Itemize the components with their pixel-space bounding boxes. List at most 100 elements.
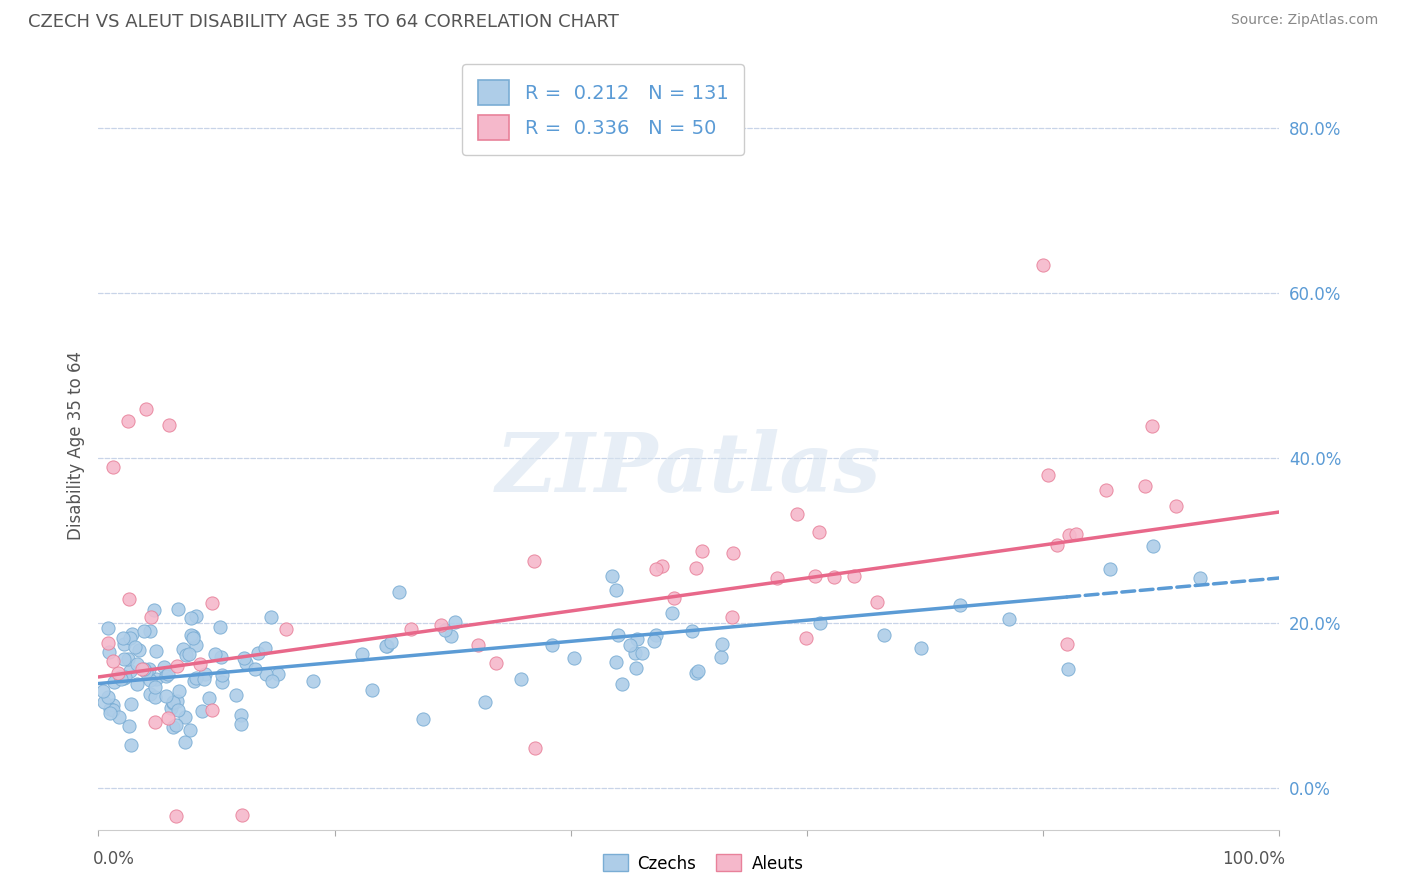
Point	[541, 638, 564, 652]
Point	[562, 650, 585, 665]
Point	[124, 640, 146, 654]
Point	[197, 690, 219, 705]
Point	[93, 695, 115, 709]
Point	[108, 670, 131, 684]
Point	[686, 664, 709, 678]
Point	[766, 571, 789, 585]
Point	[626, 632, 648, 646]
Point	[174, 735, 197, 749]
Point	[97, 635, 120, 649]
Point	[162, 720, 184, 734]
Point	[612, 677, 634, 691]
Point	[160, 701, 183, 715]
Point	[302, 673, 325, 688]
Point	[157, 418, 180, 433]
Point	[254, 640, 277, 655]
Point	[235, 656, 257, 670]
Point	[375, 640, 398, 654]
Point	[125, 676, 148, 690]
Point	[117, 414, 139, 428]
Point	[1095, 483, 1118, 497]
Point	[824, 570, 846, 584]
Point	[211, 668, 233, 682]
Point	[467, 638, 489, 652]
Point	[121, 627, 143, 641]
Point	[910, 640, 932, 655]
Point	[117, 652, 139, 666]
Point	[98, 706, 121, 720]
Point	[510, 672, 533, 686]
Point	[1142, 418, 1164, 433]
Point	[98, 645, 121, 659]
Point	[246, 646, 269, 660]
Point	[179, 723, 201, 738]
Point	[786, 508, 808, 522]
Point	[721, 546, 744, 560]
Point	[132, 662, 155, 676]
Point	[131, 662, 153, 676]
Point	[120, 664, 142, 678]
Point	[112, 652, 135, 666]
Point	[412, 712, 434, 726]
Point	[184, 672, 207, 686]
Point	[433, 623, 456, 637]
Point	[174, 648, 197, 663]
Text: Source: ZipAtlas.com: Source: ZipAtlas.com	[1230, 13, 1378, 28]
Point	[631, 646, 654, 660]
Point	[162, 696, 184, 710]
Point	[201, 596, 224, 610]
Point	[180, 611, 202, 625]
Point	[243, 662, 266, 676]
Point	[229, 707, 252, 722]
Point	[808, 615, 831, 630]
Point	[254, 666, 277, 681]
Point	[352, 647, 374, 661]
Point	[172, 642, 194, 657]
Text: 0.0%: 0.0%	[93, 850, 135, 868]
Point	[1032, 258, 1054, 272]
Point	[125, 657, 148, 672]
Point	[200, 703, 222, 717]
Point	[485, 656, 508, 670]
Point	[143, 680, 166, 694]
Point	[181, 629, 204, 643]
Point	[162, 695, 184, 709]
Point	[710, 650, 733, 665]
Point	[108, 710, 131, 724]
Point	[166, 659, 188, 673]
Point	[103, 698, 125, 712]
Point	[399, 623, 422, 637]
Point	[1142, 540, 1164, 554]
Point	[619, 638, 641, 652]
Point	[1056, 637, 1078, 651]
Point	[523, 741, 546, 756]
Point	[111, 632, 134, 646]
Point	[135, 665, 157, 680]
Point	[132, 624, 155, 638]
Point	[720, 610, 742, 624]
Point	[173, 710, 195, 724]
Point	[873, 628, 896, 642]
Point	[143, 715, 166, 730]
Text: CZECH VS ALEUT DISABILITY AGE 35 TO 64 CORRELATION CHART: CZECH VS ALEUT DISABILITY AGE 35 TO 64 C…	[28, 13, 619, 31]
Point	[97, 690, 120, 704]
Point	[260, 673, 283, 688]
Point	[388, 585, 411, 599]
Point	[651, 559, 673, 574]
Point	[138, 624, 160, 638]
Point	[260, 610, 283, 624]
Point	[166, 694, 188, 708]
Point	[624, 661, 647, 675]
Point	[139, 609, 162, 624]
Point	[624, 646, 647, 660]
Point	[114, 670, 136, 684]
Point	[193, 672, 215, 686]
Point	[808, 524, 831, 539]
Point	[440, 629, 463, 643]
Point	[181, 631, 204, 645]
Point	[143, 603, 166, 617]
Point	[605, 583, 627, 598]
Point	[842, 569, 865, 583]
Point	[103, 675, 125, 690]
Point	[949, 599, 972, 613]
